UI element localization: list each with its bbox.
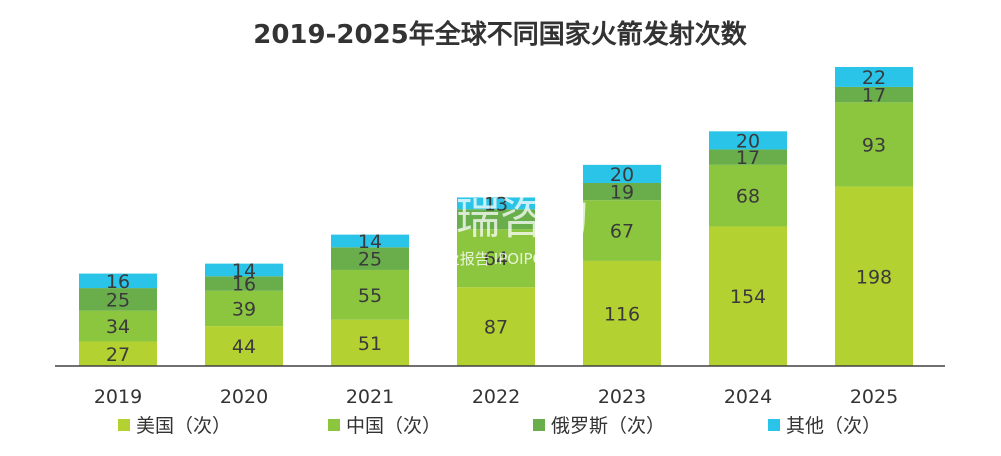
bar-segment-2020-s3 (205, 263, 283, 277)
legend-swatch-s1 (328, 419, 340, 431)
data-label-2019-s1: 34 (106, 316, 130, 338)
data-label-2021-s3: 14 (358, 231, 382, 253)
bar-segment-2021-s3 (331, 234, 409, 248)
data-label-2024-s0: 154 (730, 286, 766, 308)
x-tick-label-2020: 2020 (220, 386, 268, 408)
bar-segment-2022-s1 (457, 229, 535, 288)
data-label-2019-s0: 27 (106, 344, 130, 366)
data-label-2023-s3: 20 (610, 164, 634, 186)
data-label-2025-s1: 93 (862, 134, 886, 156)
data-label-2023-s1: 67 (610, 221, 634, 243)
bar-segment-2019-s1 (79, 310, 157, 342)
bar-segment-2020-s2 (205, 276, 283, 291)
bar-segment-2023-s0 (583, 260, 661, 366)
x-tick-label-2022: 2022 (472, 386, 520, 408)
bar-segment-2025-s1 (835, 102, 913, 187)
x-tick-label-2023: 2023 (598, 386, 646, 408)
bar-segment-2019-s2 (79, 288, 157, 311)
chart-title: 2019-2025年全球不同国家火箭发射次数 (253, 19, 748, 50)
bar-segment-2023-s1 (583, 200, 661, 261)
data-label-2019-s3: 16 (106, 271, 130, 293)
bar-segment-2021-s1 (331, 269, 409, 320)
x-axis-labels: 2019 2020 2021 2022 2023 2024 2025 (94, 386, 898, 408)
x-tick-label-2025: 2025 (850, 386, 898, 408)
data-label-2020-s2: 16 (232, 274, 256, 296)
x-tick-label-2021: 2021 (346, 386, 394, 408)
legend-label-s3: 其他（次） (786, 415, 881, 437)
watermark: 艾瑞咨询 行业报告 IPOIPO.CN (412, 193, 588, 268)
data-label-2021-s2: 25 (358, 249, 382, 271)
bar-segment-2024-s2 (709, 149, 787, 165)
legend-label-s0: 美国（次） (136, 415, 231, 437)
bar-segment-2022-s3 (457, 197, 535, 210)
data-label-2021-s0: 51 (358, 333, 382, 355)
legend-label-s1: 中国（次） (346, 415, 441, 437)
bar-segment-2025-s3 (835, 67, 913, 87)
data-label-2025-s2: 17 (862, 85, 886, 107)
data-label-2022-s3: 13 (484, 193, 508, 215)
watermark-text: 行业报告 IPOIPO.CN (430, 250, 570, 268)
data-label-2023-s0: 116 (604, 303, 640, 325)
x-tick-label-2019: 2019 (94, 386, 142, 408)
bar-segment-2019-s3 (79, 273, 157, 289)
data-label-2024-s3: 20 (736, 130, 760, 152)
data-label-2020-s1: 39 (232, 298, 256, 320)
bar-segment-2024-s0 (709, 226, 787, 366)
bar-segment-2019-s0 (79, 341, 157, 366)
data-label-2024-s2: 17 (736, 147, 760, 169)
data-label-2021-s1: 55 (358, 285, 382, 307)
bar-segment-2025-s2 (835, 86, 913, 103)
bar-segment-2024-s3 (709, 131, 787, 150)
data-label-2020-s3: 14 (232, 260, 256, 282)
legend-label-s2: 俄罗斯（次） (551, 415, 665, 437)
legend-swatch-s3 (768, 419, 780, 431)
data-label-2024-s1: 68 (736, 186, 760, 208)
bar-segment-2021-s0 (331, 319, 409, 366)
bar-segment-2022-s2 (457, 209, 535, 230)
data-label-2025-s3: 22 (862, 67, 886, 89)
bar-segment-2023-s3 (583, 164, 661, 183)
data-label-2022-s1: 64 (484, 248, 508, 270)
bar-segment-2020-s1 (205, 290, 283, 327)
bar-segment-2023-s2 (583, 182, 661, 201)
bar-segment-2022-s0 (457, 287, 535, 366)
bar-segment-2024-s1 (709, 164, 787, 227)
watermark-logo: 艾瑞咨询 (412, 193, 588, 244)
legend: 美国（次） 中国（次） 俄罗斯（次） 其他（次） (118, 415, 881, 437)
bars-group: 2734251644391614515525148764131166719201… (79, 67, 913, 366)
bar-segment-2025-s0 (835, 186, 913, 366)
data-label-2025-s0: 198 (856, 266, 892, 288)
data-label-2019-s2: 25 (106, 289, 130, 311)
x-tick-label-2024: 2024 (724, 386, 772, 408)
data-label-2022-s0: 87 (484, 317, 508, 339)
legend-swatch-s0 (118, 419, 130, 431)
data-label-2020-s0: 44 (232, 336, 256, 358)
bar-segment-2020-s0 (205, 326, 283, 366)
bar-segment-2021-s2 (331, 247, 409, 270)
legend-swatch-s2 (533, 419, 545, 431)
data-label-2023-s2: 19 (610, 182, 634, 204)
